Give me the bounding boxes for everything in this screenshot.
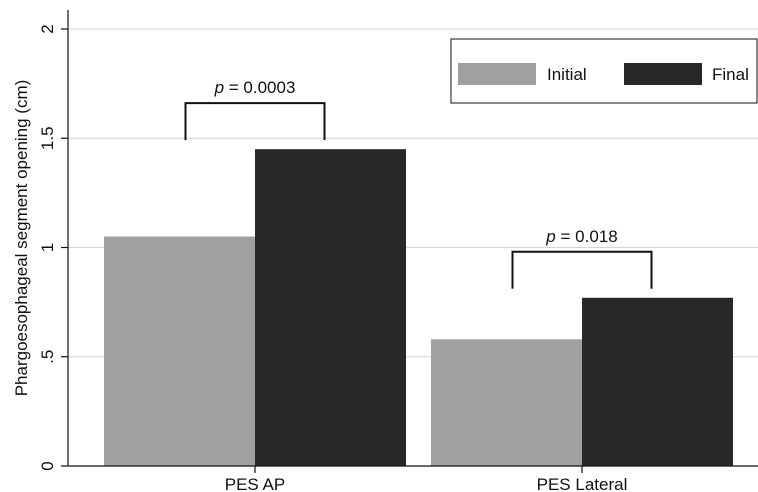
bars [104, 149, 733, 467]
y-tick-label: 1 [38, 243, 57, 252]
p-value-label: p = 0.018 [545, 227, 617, 246]
p-value: = 0.0003 [224, 78, 295, 97]
y-tick-label: .5 [38, 350, 57, 364]
x-category-label: PES Lateral [537, 475, 628, 492]
significance-bracket [184, 102, 326, 141]
y-tick-label: 1.5 [38, 126, 57, 150]
p-symbol: p [545, 227, 555, 246]
y-tick-label: 0 [38, 461, 57, 470]
significance-bracket [511, 250, 653, 289]
legend-swatch-initial [458, 63, 536, 85]
p-symbol: p [214, 78, 224, 97]
y-tick-label: 2 [38, 24, 57, 33]
p-value-label: p = 0.0003 [214, 78, 296, 97]
legend: Initial Final [450, 38, 758, 104]
y-axis-label: Phargoesophageal segment opening (cm) [12, 80, 31, 397]
axes [67, 10, 758, 467]
y-ticks: 0 .5 1 1.5 2 [38, 24, 68, 471]
p-value: = 0.018 [556, 227, 618, 246]
x-category-label: PES AP [225, 475, 285, 492]
bar-final-pes-ap [255, 149, 406, 467]
legend-label-initial: Initial [547, 65, 587, 84]
bar-final-pes-lateral [582, 297, 733, 466]
bar-initial-pes-ap [104, 236, 255, 466]
bar-initial-pes-lateral [431, 339, 582, 466]
legend-swatch-final [624, 63, 702, 85]
x-category-labels: PES AP PES Lateral [225, 466, 628, 492]
legend-label-final: Final [712, 65, 749, 84]
